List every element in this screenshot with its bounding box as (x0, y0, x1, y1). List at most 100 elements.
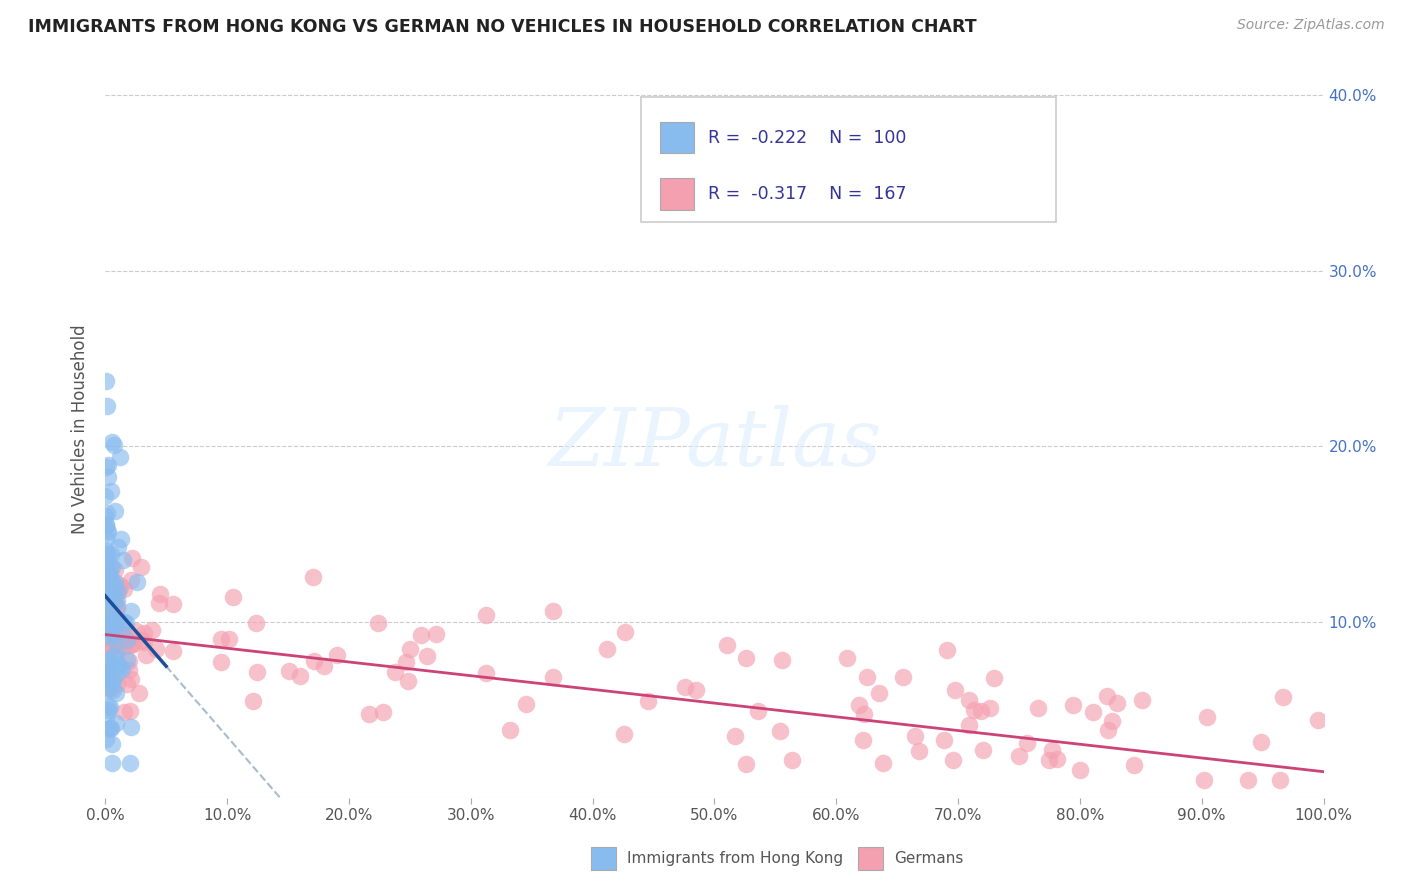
Point (112, 640, 135, 654)
Point (97, 594, 120, 608)
Point (104, 622, 127, 636)
Point (724, 729, 747, 743)
Point (302, 654, 325, 668)
Point (98, 570, 121, 584)
Point (105, 650, 128, 665)
Point (425, 627, 447, 641)
Point (96, 587, 118, 601)
Point (780, 753, 803, 767)
Point (100, 665, 122, 680)
Point (97, 592, 120, 607)
Point (101, 628, 124, 642)
Point (110, 581, 132, 595)
Point (100, 627, 122, 641)
Point (96, 547, 118, 561)
Point (100, 722, 122, 736)
Point (716, 638, 738, 652)
Point (94, 653, 117, 667)
Point (97, 655, 120, 669)
Point (96, 707, 118, 722)
Y-axis label: No Vehicles in Household: No Vehicles in Household (72, 324, 89, 533)
Point (98, 721, 121, 735)
Point (108, 577, 131, 591)
Point (209, 655, 232, 669)
Point (94, 517, 117, 532)
Point (94, 628, 117, 642)
Point (97, 645, 120, 659)
Point (101, 586, 124, 600)
Point (904, 729, 927, 743)
Bar (659, 122, 693, 153)
Point (105, 716, 128, 731)
Point (1194, 773, 1216, 788)
Point (97, 573, 120, 587)
Point (97, 598, 120, 612)
Point (96, 647, 118, 661)
Point (118, 638, 141, 652)
Text: Immigrants from Hong Kong: Immigrants from Hong Kong (627, 851, 844, 866)
Point (110, 532, 132, 546)
Point (105, 593, 128, 607)
Point (112, 615, 135, 629)
Point (103, 610, 125, 624)
Point (94, 459, 117, 474)
Point (835, 651, 858, 665)
Point (979, 701, 1001, 715)
Point (98, 593, 121, 607)
Text: IMMIGRANTS FROM HONG KONG VS GERMAN NO VEHICLES IN HOUSEHOLD CORRELATION CHART: IMMIGRANTS FROM HONG KONG VS GERMAN NO V… (28, 18, 977, 36)
Point (120, 672, 142, 686)
Point (98, 682, 121, 697)
Point (97, 470, 120, 484)
Point (104, 637, 127, 651)
Point (115, 653, 138, 667)
Point (94, 374, 117, 388)
Point (1046, 752, 1069, 766)
Point (108, 660, 131, 674)
Point (104, 686, 127, 700)
Point (105, 612, 128, 626)
Point (107, 658, 129, 673)
Point (94, 670, 117, 684)
Point (96, 559, 118, 574)
Point (97, 681, 120, 696)
Point (943, 683, 966, 698)
Point (96, 506, 118, 520)
Point (747, 704, 769, 718)
Point (114, 639, 136, 653)
Point (1237, 773, 1260, 788)
Point (222, 591, 245, 605)
Point (97, 588, 120, 602)
Point (1026, 700, 1049, 714)
Point (94, 566, 117, 581)
Point (96, 549, 118, 564)
Point (246, 665, 269, 679)
Point (120, 720, 142, 734)
Point (100, 615, 122, 629)
Point (96, 567, 118, 582)
Point (963, 703, 986, 717)
Point (1195, 710, 1218, 724)
Point (1105, 696, 1128, 710)
Point (972, 743, 994, 757)
Point (96, 593, 118, 607)
Point (107, 601, 129, 615)
Point (97, 609, 120, 624)
Point (209, 632, 232, 647)
Point (131, 632, 153, 647)
Point (94, 543, 117, 558)
Point (515, 697, 537, 711)
Point (384, 665, 406, 680)
Point (1130, 693, 1153, 707)
Point (107, 540, 129, 554)
Point (103, 438, 125, 452)
Point (96, 637, 118, 651)
Point (97, 568, 120, 582)
Point (101, 672, 124, 686)
Point (395, 656, 418, 670)
Point (96, 575, 118, 590)
Point (218, 632, 240, 647)
Point (1040, 742, 1063, 756)
Point (101, 737, 124, 751)
Point (872, 756, 894, 770)
Point (104, 598, 127, 612)
